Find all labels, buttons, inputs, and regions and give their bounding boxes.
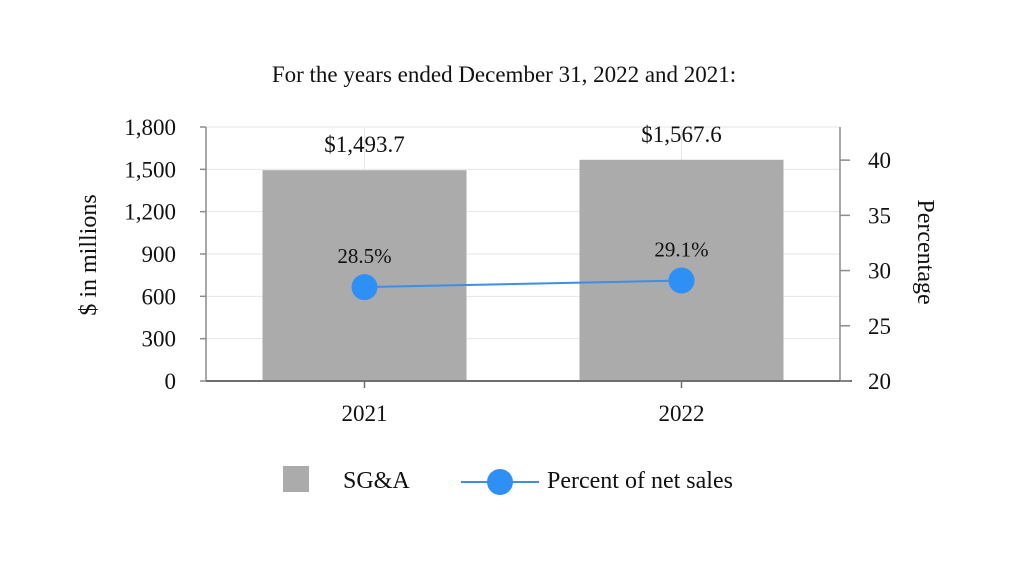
point-percent-2022 — [668, 267, 695, 294]
point-value-label: 29.1% — [654, 238, 708, 262]
y-right-tick-label: 20 — [868, 369, 891, 394]
y-left-tick-label: 1,800 — [124, 115, 176, 140]
bar-value-label: $1,493.7 — [324, 132, 405, 157]
y-left-tick-label: 1,200 — [124, 200, 176, 225]
y-left-tick-label: 300 — [142, 327, 177, 352]
legend-label-sga: SG&A — [343, 468, 410, 494]
data-labels: $1,493.7 $1,567.6 28.5% 29.1% — [324, 122, 722, 268]
point-percent-2021 — [351, 274, 378, 301]
axes: 0 300 600 900 1,200 1,500 1,800 20 25 30 35 40 2021 2… — [124, 115, 891, 426]
legend-label-percent: Percent of net sales — [547, 468, 733, 494]
y-left-tick-label: 1,500 — [124, 157, 176, 182]
chart-title: For the years ended December 31, 2022 an… — [272, 62, 736, 87]
y-left-tick-label: 0 — [165, 369, 177, 394]
y-left-tick-label: 600 — [142, 284, 177, 309]
bars — [262, 159, 784, 381]
y-right-tick-label: 40 — [868, 148, 891, 173]
line-percent-of-net-sales — [364, 279, 682, 289]
y-axis-left-label: $ in millions — [76, 194, 102, 315]
x-tick-label: 2022 — [659, 401, 705, 426]
x-tick-label: 2021 — [342, 401, 388, 426]
point-value-label: 28.5% — [337, 244, 391, 268]
legend: SG&A Percent of net sales — [283, 466, 733, 495]
y-right-tick-label: 25 — [868, 314, 891, 339]
legend-swatch-marker — [487, 469, 513, 495]
y-axis-right-label: Percentage — [912, 199, 938, 304]
legend-swatch-sga — [283, 466, 309, 492]
line-series — [351, 267, 695, 301]
y-right-tick-label: 35 — [868, 203, 891, 228]
y-left-tick-label: 900 — [142, 242, 177, 267]
y-right-tick-label: 30 — [868, 259, 891, 284]
bar-value-label: $1,567.6 — [641, 122, 722, 147]
